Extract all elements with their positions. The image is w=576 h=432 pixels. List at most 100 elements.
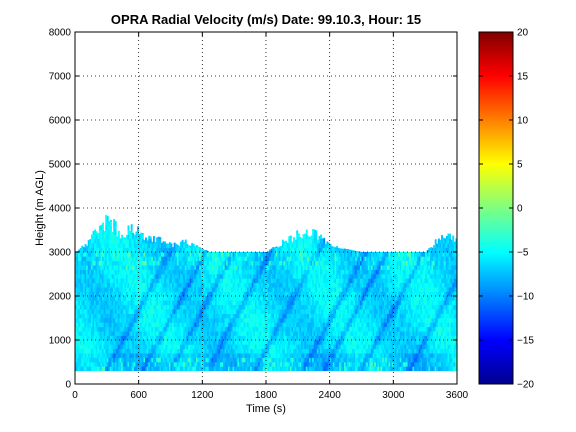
heatmap-cell: [114, 326, 117, 332]
heatmap-cell: [245, 260, 248, 266]
heatmap-cell: [103, 304, 106, 310]
heatmap-cell: [194, 282, 197, 288]
heatmap-cell: [94, 287, 96, 292]
heatmap-cell: [135, 278, 138, 284]
heatmap-cell: [157, 340, 160, 345]
heatmap-cell: [208, 357, 211, 363]
heatmap-cell: [133, 234, 136, 240]
heatmap-cell: [194, 260, 197, 266]
heatmap-cell: [138, 331, 141, 336]
heatmap-cell: [250, 313, 252, 319]
heatmap-cell: [148, 335, 151, 341]
heatmap-cell: [273, 318, 276, 323]
heatmap-cell: [143, 348, 146, 354]
heatmap-cell: [192, 322, 195, 328]
heatmap-cell: [270, 282, 273, 288]
heatmap-cell: [89, 331, 92, 336]
heatmap-cell: [100, 260, 103, 266]
heatmap-cell: [184, 366, 187, 372]
heatmap-cell: [119, 287, 122, 292]
heatmap-cell: [157, 304, 160, 310]
heatmap-cell: [273, 326, 276, 332]
heatmap-cell: [116, 326, 119, 332]
heatmap-cell: [119, 309, 122, 314]
heatmap-cell: [234, 304, 237, 310]
heatmap-cell: [238, 326, 241, 332]
heatmap-cell: [197, 313, 200, 319]
heatmap-cell: [267, 362, 270, 367]
heatmap-cell: [94, 353, 96, 358]
heatmap-cell: [97, 291, 100, 297]
heatmap-cell: [75, 291, 77, 297]
heatmap-cell: [106, 331, 109, 336]
heatmap-cell: [135, 252, 138, 257]
heatmap-cell: [138, 233, 141, 235]
heatmap-cell: [154, 322, 157, 328]
heatmap-cell: [210, 318, 213, 323]
heatmap-cell: [229, 291, 232, 297]
heatmap-cell: [224, 366, 227, 372]
heatmap-cell: [117, 335, 120, 341]
heatmap-cell: [81, 247, 84, 253]
heatmap-cell: [272, 357, 275, 363]
heatmap-cell: [87, 326, 90, 332]
heatmap-cell: [210, 252, 213, 257]
heatmap-cell: [259, 344, 262, 350]
heatmap-cell: [82, 331, 85, 336]
heatmap-cell: [237, 318, 240, 323]
heatmap-cell: [245, 269, 248, 275]
heatmap-cell: [184, 348, 187, 354]
heatmap-cell: [277, 278, 280, 284]
heatmap-cell: [116, 287, 119, 292]
heatmap-cell: [86, 245, 89, 248]
heatmap-cell: [208, 252, 211, 257]
heatmap-cell: [95, 291, 98, 297]
heatmap-cell: [157, 265, 160, 270]
heatmap-cell: [124, 243, 127, 248]
heatmap-cell: [275, 362, 278, 367]
heatmap-cell: [195, 291, 198, 297]
heatmap-cell: [84, 326, 87, 332]
heatmap-cell: [95, 348, 98, 354]
heatmap-cell: [178, 245, 181, 248]
heatmap-cell: [138, 260, 141, 266]
heatmap-cell: [305, 229, 308, 231]
heatmap-cell: [266, 357, 268, 363]
heatmap-cell: [192, 278, 195, 284]
heatmap-cell: [149, 265, 152, 270]
heatmap-cell: [184, 309, 187, 314]
heatmap-cell: [186, 326, 189, 332]
heatmap-cell: [97, 287, 100, 292]
heatmap-cell: [148, 300, 151, 306]
heatmap-cell: [87, 260, 90, 266]
heatmap-cell: [129, 322, 132, 328]
heatmap-cell: [189, 247, 192, 253]
heatmap-cell: [156, 357, 159, 363]
heatmap-cell: [105, 362, 108, 367]
heatmap-cell: [266, 296, 268, 301]
heatmap-cell: [102, 296, 104, 301]
heatmap-cell: [152, 260, 155, 266]
heatmap-cell: [106, 344, 109, 350]
heatmap-cell: [92, 291, 95, 297]
heatmap-cell: [253, 353, 256, 358]
heatmap-cell: [278, 282, 281, 288]
heatmap-cell: [245, 362, 248, 367]
heatmap-cell: [148, 287, 151, 292]
heatmap-cell: [238, 318, 241, 323]
heatmap-cell: [208, 326, 211, 332]
heatmap-cell: [87, 362, 90, 367]
heatmap-cell: [216, 252, 219, 257]
heatmap-cell: [167, 247, 170, 253]
heatmap-cell: [138, 234, 141, 240]
heatmap-cell: [130, 353, 133, 358]
heatmap-cell: [175, 340, 178, 345]
heatmap-cell: [137, 340, 139, 345]
heatmap-cell: [251, 300, 254, 306]
heatmap-cell: [197, 287, 200, 292]
heatmap-cell: [152, 256, 155, 262]
heatmap-cell: [275, 357, 278, 363]
heatmap-cell: [124, 313, 127, 319]
heatmap-cell: [143, 296, 146, 301]
heatmap-cell: [203, 318, 206, 323]
